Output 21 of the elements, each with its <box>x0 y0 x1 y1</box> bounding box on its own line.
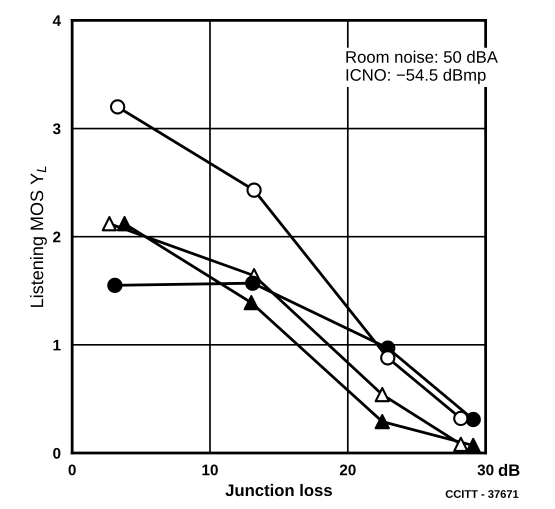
point <box>453 436 468 452</box>
y-tick-label: 3 <box>52 123 60 134</box>
point <box>374 386 390 402</box>
point <box>116 216 132 232</box>
x-tick-label: 30 <box>477 464 494 476</box>
annotation: Room noise: 50 dBA ICNO: −54.5 dBmp <box>346 50 498 84</box>
y-tick-label: 2 <box>53 232 60 242</box>
x-tick-label: 20 <box>340 464 356 476</box>
point <box>466 438 481 454</box>
y-tick-label: 4 <box>52 15 61 26</box>
point <box>102 216 117 232</box>
text: CCITT - 37671 <box>446 490 518 498</box>
y-tick-label: 1 <box>54 340 61 350</box>
point <box>374 414 390 430</box>
x-axis-title: Junction loss <box>225 484 332 496</box>
text: dB <box>498 464 520 476</box>
point <box>244 295 259 310</box>
x-tick-label: 10 <box>202 464 218 476</box>
x-tick-label: 0 <box>68 464 76 476</box>
y-axis-title: Listening MOS Y$_{L}$ <box>30 166 47 307</box>
y-tick-label: 0 <box>53 448 60 459</box>
